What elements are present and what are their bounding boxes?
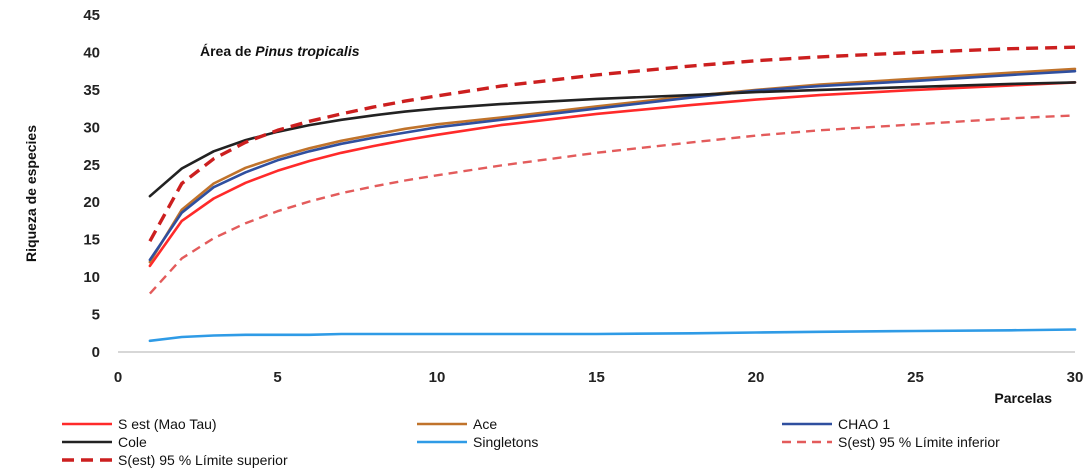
x-tick-label: 15 xyxy=(588,369,605,386)
axes: 0 5 10 15 20 25 30 0 5 10 15 20 25 30 35 40 45 xyxy=(83,7,1083,386)
legend-item: Cole xyxy=(62,434,147,450)
annotation-prefix: Área de xyxy=(200,43,255,59)
series-line xyxy=(148,69,1077,262)
x-axis-title: Parcelas xyxy=(994,390,1052,406)
x-tick-label: 25 xyxy=(907,369,924,386)
series-line xyxy=(148,328,1077,343)
legend-label: CHAO 1 xyxy=(838,416,890,432)
y-tick-label: 10 xyxy=(83,269,100,286)
y-tick-label: 40 xyxy=(83,44,100,61)
legend-item: CHAO 1 xyxy=(782,416,890,432)
legend-label: S(est) 95 % Límite superior xyxy=(118,452,288,468)
legend-item: Ace xyxy=(417,416,497,432)
series-line xyxy=(148,67,1077,264)
x-tick-label: 0 xyxy=(114,369,122,386)
legend-label: S(est) 95 % Límite inferior xyxy=(838,434,1000,450)
x-tick-label: 20 xyxy=(748,369,765,386)
x-tick-label: 5 xyxy=(273,369,281,386)
legend-label: Singletons xyxy=(473,434,538,450)
x-tick-label: 10 xyxy=(429,369,446,386)
legend-item: S(est) 95 % Límite superior xyxy=(62,452,288,468)
y-tick-label: 45 xyxy=(83,7,100,24)
legend-label: Ace xyxy=(473,416,497,432)
legend-item: S est (Mao Tau) xyxy=(62,416,217,432)
series-line xyxy=(148,45,1076,243)
y-tick-label: 35 xyxy=(83,82,100,99)
y-tick-label: 30 xyxy=(83,119,100,136)
y-axis-title: Riqueza de especies xyxy=(23,125,39,262)
y-tick-label: 15 xyxy=(83,232,100,249)
chart-annotation: Área de Pinus tropicalis xyxy=(200,43,360,59)
x-tick-label: 30 xyxy=(1067,369,1084,386)
y-tick-label: 20 xyxy=(83,194,100,211)
series-line xyxy=(149,114,1076,295)
annotation-species: Pinus tropicalis xyxy=(255,43,359,59)
y-tick-label: 5 xyxy=(92,307,100,324)
legend: S est (Mao Tau) Ace CHAO 1 Cole Singletons S(… xyxy=(62,416,1000,468)
y-tick-label: 0 xyxy=(92,344,100,361)
y-tick-label: 25 xyxy=(83,157,100,174)
legend-label: Cole xyxy=(118,434,147,450)
legend-item: Singletons xyxy=(417,434,538,450)
legend-label: S est (Mao Tau) xyxy=(118,416,217,432)
series-line xyxy=(148,81,1077,198)
series-line xyxy=(148,81,1077,268)
legend-item: S(est) 95 % Límite inferior xyxy=(782,434,1000,450)
series-layer xyxy=(148,45,1077,343)
